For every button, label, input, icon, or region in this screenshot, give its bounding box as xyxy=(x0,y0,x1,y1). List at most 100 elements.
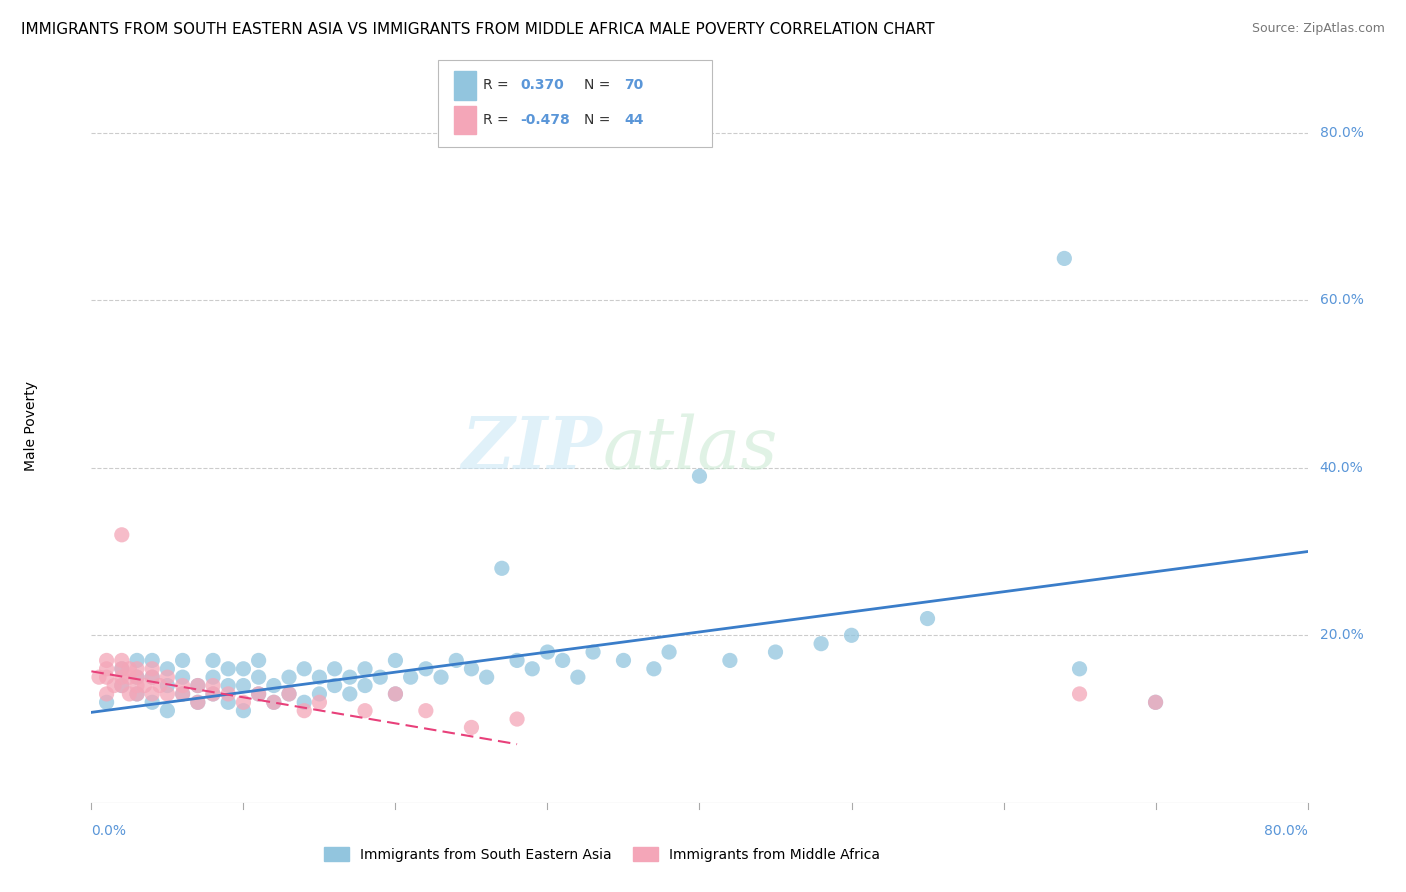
Point xyxy=(263,679,285,693)
Point xyxy=(506,712,529,726)
Point xyxy=(567,670,589,684)
Point xyxy=(187,679,209,693)
Point xyxy=(96,695,118,709)
Point xyxy=(156,687,179,701)
Text: atlas: atlas xyxy=(602,413,778,483)
Point xyxy=(111,670,134,684)
Point xyxy=(491,561,513,575)
Point xyxy=(765,645,787,659)
Point xyxy=(460,662,482,676)
Point xyxy=(263,695,285,709)
Point xyxy=(96,653,118,667)
Point xyxy=(354,679,377,693)
Point xyxy=(399,670,422,684)
Bar xyxy=(454,71,475,100)
Point xyxy=(339,670,361,684)
Point xyxy=(415,662,437,676)
Point xyxy=(292,695,315,709)
Point xyxy=(415,704,437,718)
Text: IMMIGRANTS FROM SOUTH EASTERN ASIA VS IMMIGRANTS FROM MIDDLE AFRICA MALE POVERTY: IMMIGRANTS FROM SOUTH EASTERN ASIA VS IM… xyxy=(21,22,935,37)
Point xyxy=(111,679,134,693)
Point xyxy=(643,662,665,676)
Text: 80.0%: 80.0% xyxy=(1320,126,1364,140)
Point xyxy=(232,679,254,693)
Point xyxy=(292,704,315,718)
Point xyxy=(118,687,141,701)
Point xyxy=(172,653,194,667)
Text: 0.370: 0.370 xyxy=(520,78,564,92)
Point xyxy=(612,653,634,667)
Point xyxy=(247,687,270,701)
Point xyxy=(323,679,346,693)
Point xyxy=(323,662,346,676)
Point xyxy=(460,721,482,735)
Point xyxy=(444,653,467,667)
Point xyxy=(111,653,134,667)
Point xyxy=(187,695,209,709)
Point xyxy=(1069,662,1091,676)
Point xyxy=(658,645,681,659)
Point xyxy=(522,662,544,676)
Text: Source: ZipAtlas.com: Source: ZipAtlas.com xyxy=(1251,22,1385,36)
Point xyxy=(156,670,179,684)
Point xyxy=(125,653,148,667)
Point xyxy=(339,687,361,701)
Point xyxy=(536,645,558,659)
Point xyxy=(172,687,194,701)
Point xyxy=(308,695,330,709)
Point xyxy=(384,653,406,667)
Point xyxy=(308,687,330,701)
Text: 80.0%: 80.0% xyxy=(1264,823,1308,838)
Text: 0.0%: 0.0% xyxy=(91,823,127,838)
Point xyxy=(141,662,163,676)
Text: N =: N = xyxy=(583,113,614,127)
Text: 20.0%: 20.0% xyxy=(1320,628,1364,642)
Point xyxy=(217,687,239,701)
Point xyxy=(141,653,163,667)
Point xyxy=(263,695,285,709)
Legend: Immigrants from South Eastern Asia, Immigrants from Middle Africa: Immigrants from South Eastern Asia, Immi… xyxy=(319,841,886,867)
Point xyxy=(582,645,605,659)
Point xyxy=(125,679,148,693)
Point xyxy=(308,670,330,684)
Point xyxy=(202,687,225,701)
Point xyxy=(430,670,453,684)
Point xyxy=(156,679,179,693)
Text: -0.478: -0.478 xyxy=(520,113,571,127)
Point xyxy=(125,670,148,684)
Point xyxy=(292,662,315,676)
Point xyxy=(384,687,406,701)
Point xyxy=(149,679,172,693)
Point xyxy=(202,687,225,701)
Point xyxy=(475,670,498,684)
Point xyxy=(141,670,163,684)
Point xyxy=(141,695,163,709)
FancyBboxPatch shape xyxy=(439,61,711,147)
Point xyxy=(278,687,301,701)
Text: N =: N = xyxy=(583,78,614,92)
Point xyxy=(111,679,134,693)
Text: R =: R = xyxy=(484,113,513,127)
Point xyxy=(111,528,134,542)
Point xyxy=(96,687,118,701)
Point xyxy=(1053,252,1076,266)
Text: 60.0%: 60.0% xyxy=(1320,293,1364,308)
Point xyxy=(96,662,118,676)
Point xyxy=(718,653,741,667)
Point xyxy=(172,687,194,701)
Text: Male Poverty: Male Poverty xyxy=(24,381,38,471)
Point xyxy=(247,670,270,684)
Point xyxy=(1069,687,1091,701)
Point xyxy=(172,670,194,684)
Bar xyxy=(454,105,475,134)
Point xyxy=(111,662,134,676)
Text: 44: 44 xyxy=(624,113,644,127)
Text: 40.0%: 40.0% xyxy=(1320,461,1364,475)
Point xyxy=(111,662,134,676)
Point xyxy=(384,687,406,701)
Point xyxy=(96,670,118,684)
Point xyxy=(551,653,574,667)
Point xyxy=(217,695,239,709)
Point xyxy=(87,670,110,684)
Point xyxy=(232,704,254,718)
